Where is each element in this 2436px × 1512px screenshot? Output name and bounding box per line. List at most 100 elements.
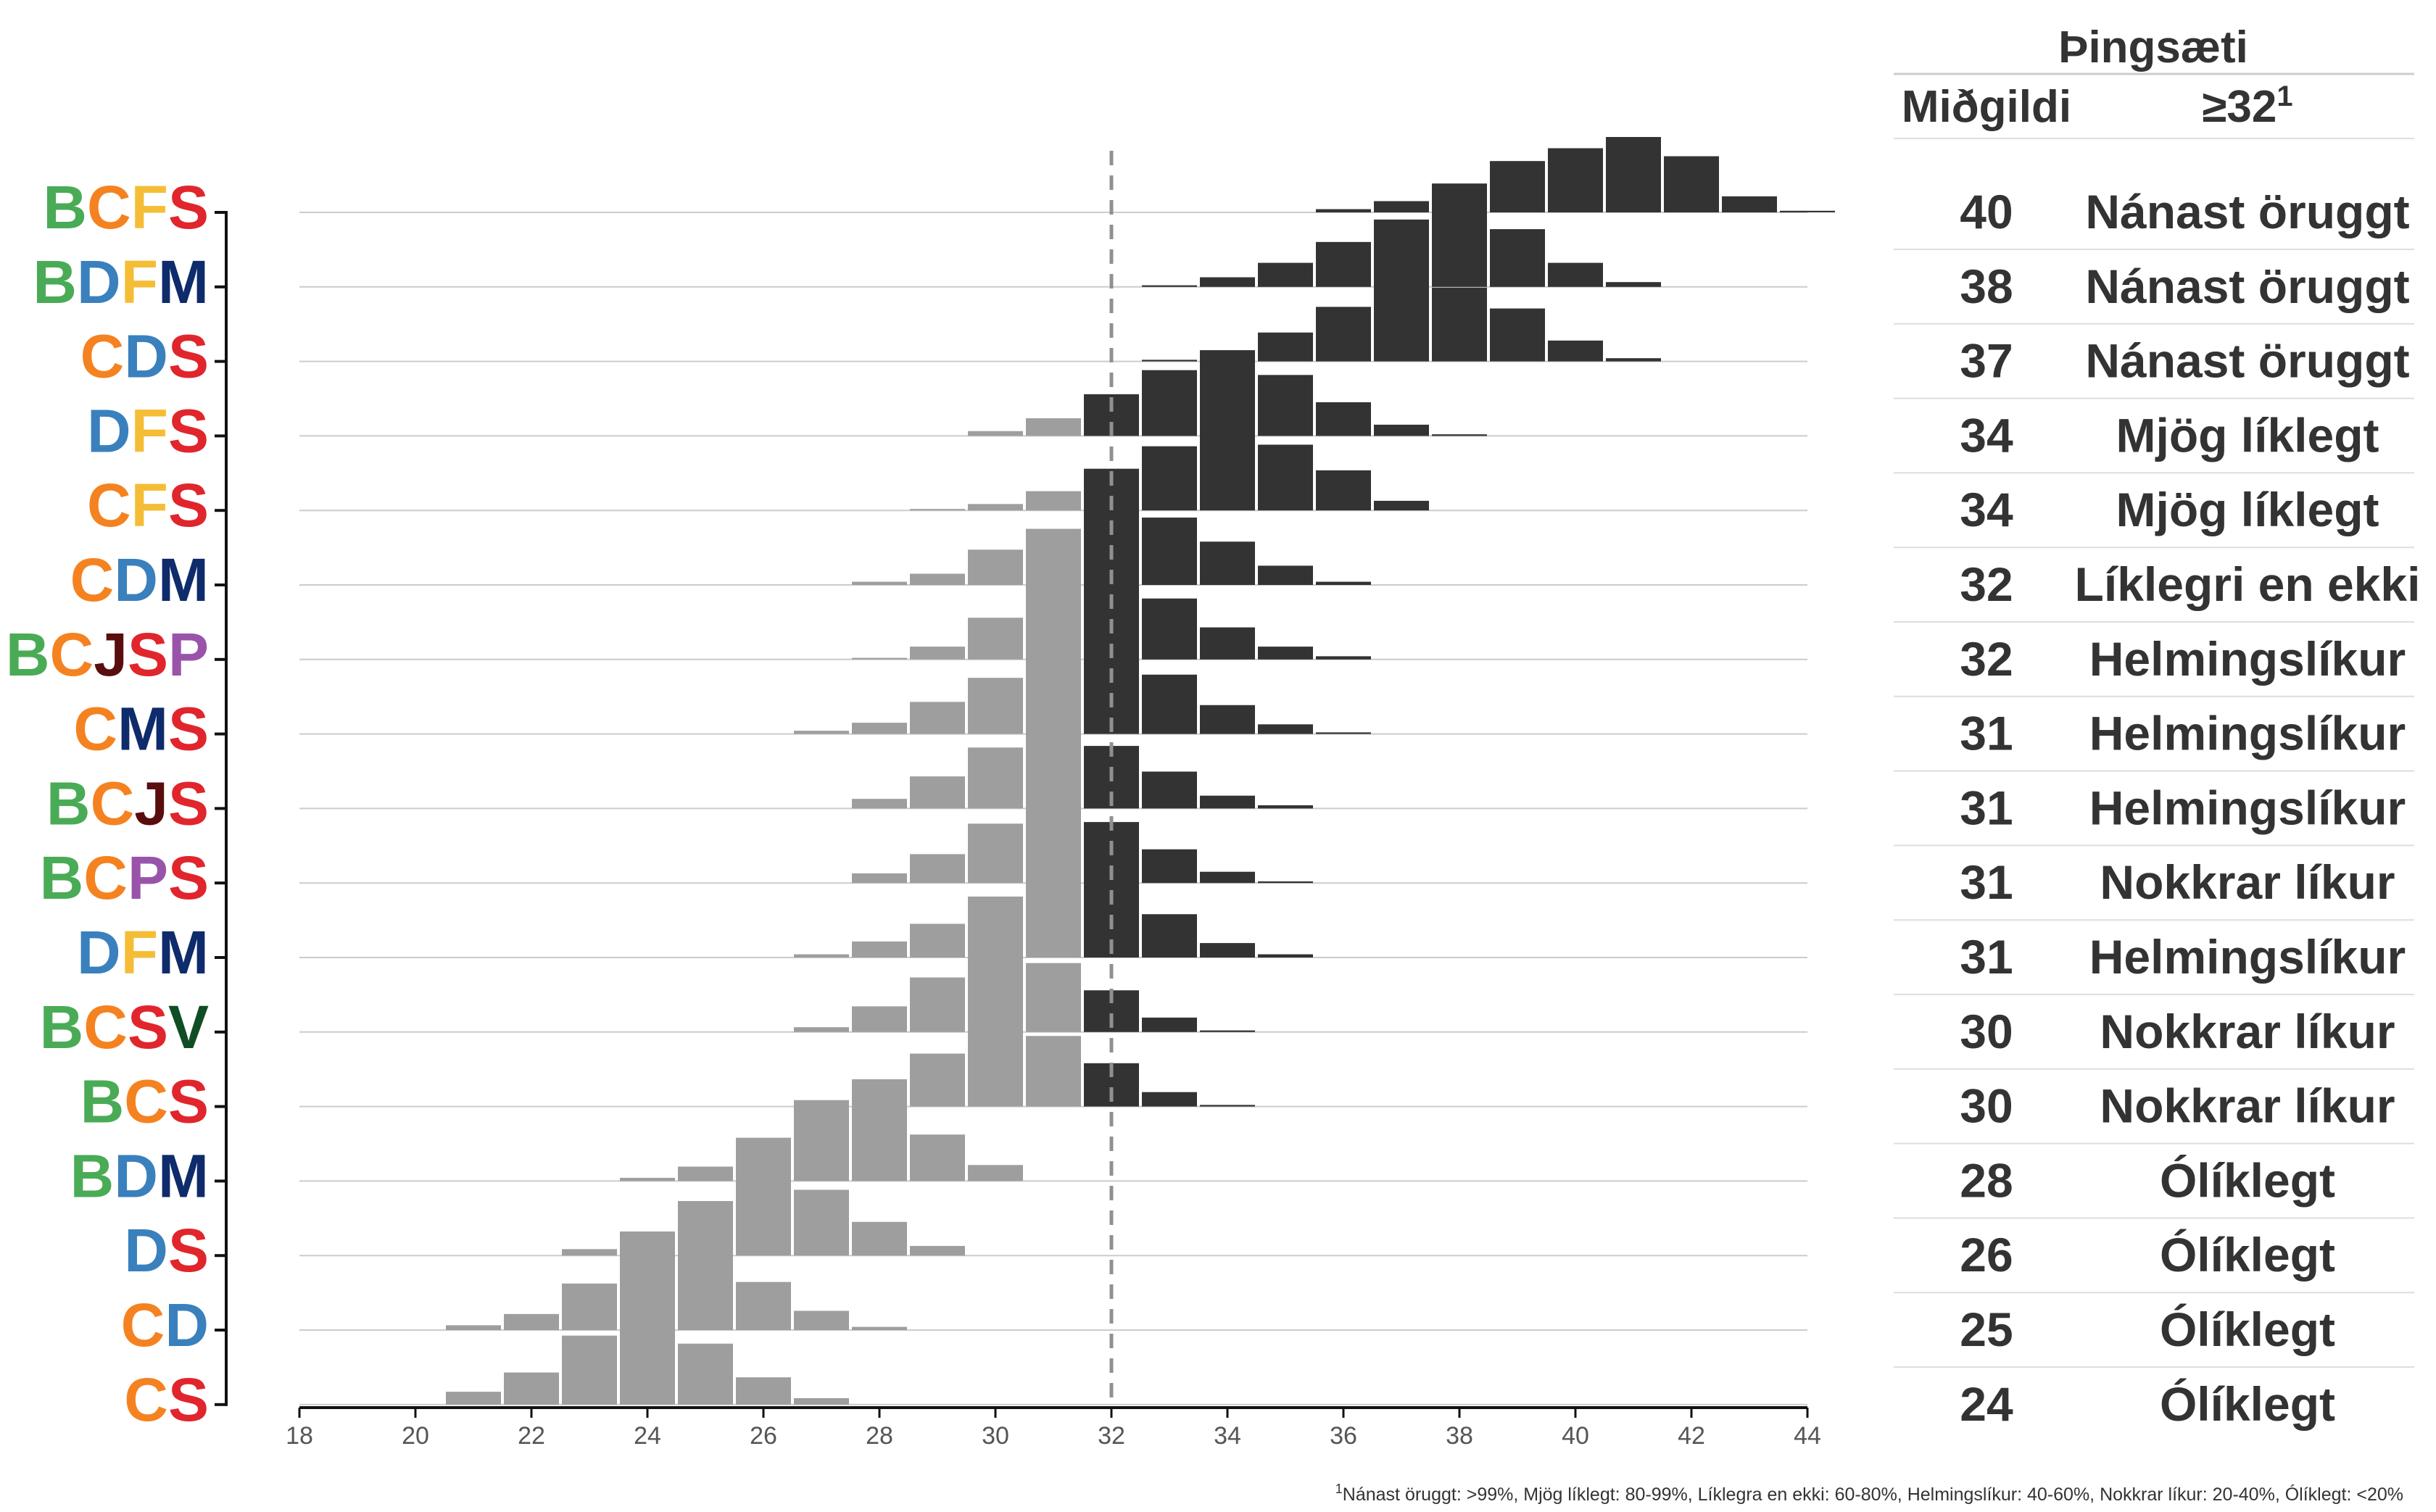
histogram-bar [1432,434,1487,436]
x-tick-label: 32 [1098,1422,1125,1450]
coalition-letter: C [124,1366,168,1434]
x-tick-label: 36 [1330,1422,1357,1450]
footnote: 1Nánast öruggt: >99%, Mjög líklegt: 80-9… [1335,1482,2403,1505]
y-axis [215,211,228,1406]
histogram-bar [1722,196,1777,212]
histogram-bar [968,823,1023,884]
histogram-bar [910,647,965,660]
x-tick-label: 24 [634,1422,661,1450]
table-probability: Nokkrar líkur [2100,1079,2395,1133]
histogram-bar [678,1255,733,1330]
histogram-bar [1142,285,1197,287]
histogram-bar [446,1325,501,1330]
coalition-label: BCPS [40,844,209,912]
histogram-bar [794,1397,849,1405]
coalition-letter: B [46,769,91,837]
histogram-bar [1026,733,1081,809]
coalition-letter: C [124,1068,168,1136]
x-tick-label: 42 [1678,1422,1705,1450]
table-median: 32 [1960,557,2013,611]
coalition-letter: D [114,1142,158,1210]
table-probability: Helmingslíkur [2089,707,2406,760]
histogram-bar [1200,705,1255,734]
histogram-bar [1490,308,1545,362]
coalition-label: DFS [87,396,209,465]
table-header-prob: ≥321 [2202,80,2292,132]
histogram-bar [1142,518,1197,585]
table-median: 26 [1960,1228,2013,1282]
histogram-bar [968,956,1023,1032]
histogram-bar [1664,156,1719,212]
coalition-letter: M [158,248,209,316]
histogram-bar [1200,350,1255,362]
histogram-bar [1432,287,1487,362]
coalition-letter: F [121,918,158,986]
histogram-bar [562,1335,617,1405]
coalition-letter: S [128,620,168,689]
histogram-bar [1316,581,1371,585]
coalition-label: DFM [77,918,209,986]
histogram-bar [1026,882,1081,958]
table-median: 37 [1960,334,2013,388]
histogram-bar [1548,148,1603,212]
footnote-sup: 1 [1335,1482,1343,1496]
histogram-bar [736,1180,791,1256]
histogram-bar [736,1137,791,1181]
coalition-letter: B [80,1068,125,1136]
coalition-letter: S [168,769,209,837]
coalition-letter: C [70,546,115,614]
coalition-letter: D [114,546,158,614]
histogram-bar [1258,375,1313,436]
histogram-bar [678,1166,733,1181]
histogram-bar [852,1079,907,1107]
histogram-bar [1142,674,1197,734]
coalition-label: BCFS [43,173,209,241]
histogram-bar [852,941,907,958]
histogram-bar [1258,724,1313,734]
histogram-bar [1258,647,1313,660]
x-tick-label: 44 [1794,1422,1821,1450]
histogram-bar [562,1283,617,1330]
coalition-letter: F [131,471,168,539]
histogram-bar [446,1392,501,1405]
histogram-bar [1026,807,1081,884]
histogram-bars [446,137,1835,1405]
coalition-label: BDM [70,1142,209,1210]
histogram-bar [1606,282,1661,287]
table-probability: Nokkrar líkur [2100,855,2395,909]
histogram-bar [852,1221,907,1256]
table-probability: Líklegri en ekki [2075,557,2421,611]
histogram-bar [1432,183,1487,212]
histogram-bar [1316,241,1371,287]
histogram-bar [1142,771,1197,809]
coalition-letter: D [124,1216,168,1284]
x-axis: 18 20 22 24 26 28 30 32 34 36 38 40 42 44 [286,1406,1821,1450]
histogram-bar [852,1006,907,1032]
histogram-bar [1142,914,1197,958]
coalition-labels: BCFSBDFMCDSDFSCFSCDMBCJSPCMSBCJSBCPSDFMB… [6,173,209,1434]
histogram-bar [562,1249,617,1256]
histogram-bar [910,776,965,809]
coalition-label: BCJS [46,769,209,837]
coalition-letter: D [124,323,168,391]
histogram-bar [1316,307,1371,362]
histogram-bar [1490,229,1545,287]
coalition-letter: S [168,323,209,391]
coalition-letter: B [40,844,84,912]
histogram-bar [794,1189,849,1256]
coalition-letter: S [168,1068,209,1136]
histogram-bar [1026,963,1081,1032]
histogram-bar [1432,211,1487,287]
coalition-letter: M [158,1142,209,1210]
histogram-bar [852,1326,907,1330]
histogram-bar [1606,137,1661,212]
coalition-letter: C [80,323,125,391]
histogram-bar [1374,219,1429,287]
histogram-bar [1026,418,1081,436]
histogram-bar [968,747,1023,809]
histogram-bar [1316,402,1371,436]
coalition-label: CDM [70,546,209,614]
table-header-prob-sup: 1 [2276,80,2292,112]
histogram-bar [620,1177,675,1181]
histogram-bar [910,509,965,511]
